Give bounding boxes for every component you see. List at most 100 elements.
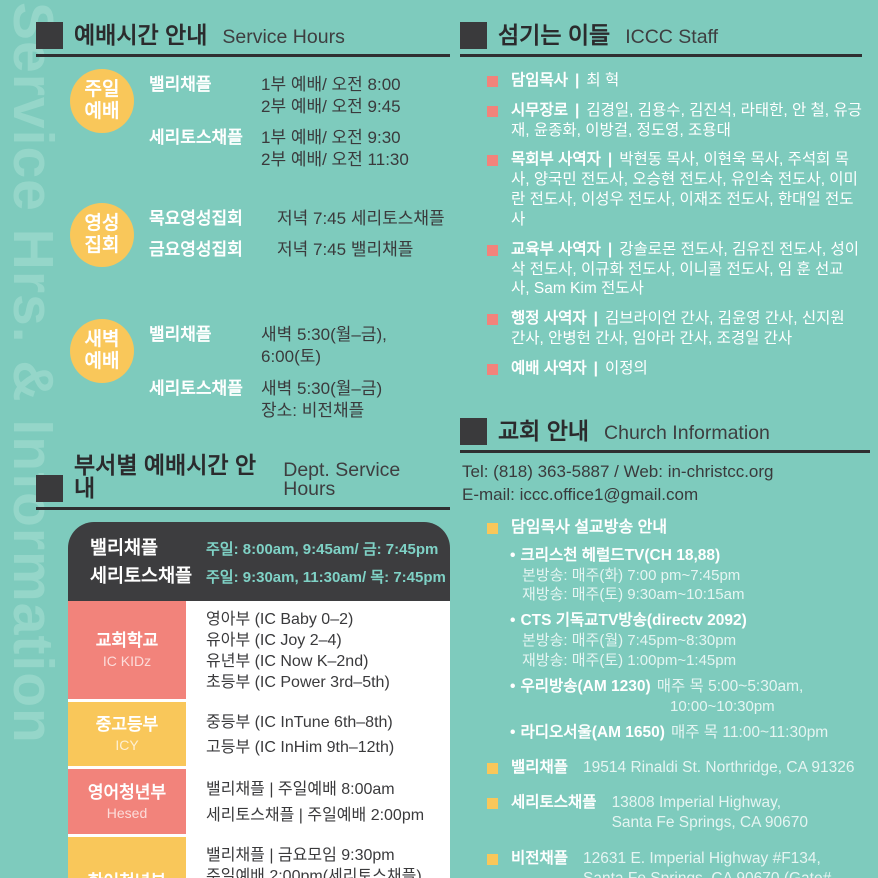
dept-line: 밸리채플 | 금요모임 9:30pm [206,847,395,865]
dept-name-ko: 교회학교 [95,630,159,650]
staff-item: 예배 사역자 | 이정의 [487,359,862,379]
church-info-header: 교회 안내 Church Information [460,418,870,453]
dot-bullet-icon [510,723,515,743]
bullet-square-icon [487,76,498,87]
staff-names: 김경일, 김용수, 김진석, 라태한, 안 철, 유긍재, 윤종화, 이방걸, … [511,101,862,139]
broadcast-item: 라디오서울(AM 1650) 매주 목 11:00~11:30pm [510,723,870,743]
chapel-address: 13808 Imperial Highway, Santa Fe Springs… [612,793,808,833]
badge-line2: 예배 [84,351,120,373]
dept-detail-cell: 밸리채플 | 주일예배 8:00am 세리토스채플 | 주일예배 2:00pm [186,769,450,837]
dept-line: 세리토스채플 | 주일예배 2:00pm [206,807,425,825]
chapel-name: 밸리채플 [90,536,159,558]
service-times: 저녁 7:45 세리토스채플 [277,208,445,230]
bullet-square-icon [487,155,498,167]
service-time-line: 새벽 5:30(월–금) [261,378,383,398]
dept-hours-table: 밸리채플 주일: 8:00am, 9:45am/ 금: 7:45pm 세리토스채… [68,521,450,878]
broadcast-title-row: 담임목사 설교방송 안내 [487,518,870,539]
dot-bullet-icon [510,611,515,631]
chapel-name: 밸리채플 [149,75,212,94]
chapel-name: 비전채플 [511,849,569,867]
service-time-line: 1부 예배/ 오전 9:30 [261,128,401,148]
service-times: 1부 예배/ 오전 9:30 2부 예배/ 오전 11:30 [261,127,409,171]
tel-web-line: Tel: (818) 363-5887 / Web: in-christcc.o… [462,462,774,481]
sunday-service-row: 주일 예배 밸리채플 1부 예배/ 오전 8:00 2부 예배/ 오전 9:45… [70,69,450,171]
staff-header: 섬기는 이들 ICCC Staff [460,22,862,57]
staff-item: 시무장로 | 김경일, 김용수, 김진석, 라태한, 안 철, 유긍재, 윤종화, … [487,101,862,141]
pipe-separator: | [593,310,598,328]
dept-detail-cell: 중등부 (IC InTune 6th–8th) 고등부 (IC InHim 9t… [186,702,450,770]
bullet-square-icon [487,798,498,810]
broadcast-name: 라디오서울(AM 1650) [520,724,665,742]
revival-meeting-row: 영성 집회 목요영성집회 저녁 7:45 세리토스채플 금요영성집회 저녁 7:… [70,203,450,268]
church-info-section: 교회 안내 Church Information Tel: (818) 363-… [460,418,870,878]
table-header-row: 밸리채플 주일: 8:00am, 9:45am/ 금: 7:45pm [90,534,440,563]
pipe-separator: | [607,151,613,169]
broadcast-title: 담임목사 설교방송 안내 [511,518,668,536]
pipe-separator: | [575,72,580,89]
broadcast-schedule-line: 본방송: 매주(월) 7:45pm~8:30pm [522,632,737,650]
service-entry: 밸리채플 1부 예배/ 오전 8:00 2부 예배/ 오전 9:45 [149,74,409,118]
dot-bullet-icon [510,677,515,697]
chapel-name: 세리토스채플 [149,128,243,148]
broadcast-schedule-line: 재방송: 매주(토) 9:30am~10:15am [522,586,745,603]
dept-line: 영아부 (IC Baby 0–2) [206,611,354,629]
service-entry: 밸리채플 새벽 5:30(월–금), 6:00(토) [149,324,450,368]
dept-name-en: Hesed [106,804,148,821]
badge-line1: 주일 [84,78,120,100]
dept-hours-title-en: Dept. Service Hours [283,458,401,501]
staff-names: 박현동 목사, 이현욱 목사, 주석희 목사, 양국민 전도사, 오승현 전도사… [511,151,858,228]
service-times: 저녁 7:45 밸리채플 [277,239,413,261]
address-line: Santa Fe Springs, CA 90670 (Gate# 1263) [583,869,870,878]
section-marker-square-icon [36,22,63,49]
dawn-service-row: 새벽 예배 밸리채플 새벽 5:30(월–금), 6:00(토) 세리토스채플 … [70,319,450,421]
revival-meeting-entries: 목요영성집회 저녁 7:45 세리토스채플 금요영성집회 저녁 7:45 밸리채… [149,203,445,267]
pipe-separator: | [575,101,580,119]
chapel-name: 세리토스채플 [511,794,597,812]
broadcast-name: 크리스천 헤럴드TV(CH 18,88) [520,546,721,564]
email-line: E-mail: iccc.office1@gmail.com [462,484,699,504]
staff-item: 목회부 사역자 | 박현동 목사, 이현욱 목사, 주석희 목사, 양국민 전도사,… [487,150,862,229]
staff-role: 예배 사역자 [511,359,587,377]
church-info-title-en: Church Information [604,421,770,444]
pipe-separator: | [593,359,598,377]
service-times: 1부 예배/ 오전 8:00 2부 예배/ 오전 9:45 [261,74,401,118]
chapel-name: 밸리채플 [149,325,212,345]
dot-bullet-icon [510,546,515,566]
location-item: 세리토스채플 13808 Imperial Highway, Santa Fe … [487,793,870,833]
chapel-name: 세리토스채플 [149,378,243,398]
sunday-service-entries: 밸리채플 1부 예배/ 오전 8:00 2부 예배/ 오전 9:45 세리토스채… [149,69,409,171]
broadcast-item: 크리스천 헤럴드TV(CH 18,88) 본방송: 매주(화) 7:00 pm~… [510,546,870,605]
dept-label-cell: 한어청년부 Coram Deo [68,837,186,878]
section-marker-square-icon [460,418,487,445]
dept-label-cell: 교회학교 IC KIDz [68,601,186,702]
dept-label-cell: 중고등부 ICY [68,701,186,770]
bullet-square-icon [487,314,498,326]
staff-item: 행정 사역자 | 김브라이언 간사, 김윤영 간사, 신지원 간사, 안병헌 간사,… [487,309,862,349]
service-hours-title-en: Service Hours [222,25,345,48]
dept-label-cell: 영어청년부 Hesed [68,769,186,838]
badge-line1: 영성 [84,212,120,234]
table-row: 한어청년부 Coram Deo 밸리채플 | 금요모임 9:30pm 주일예배 … [68,837,450,878]
broadcast-name: 우리방송(AM 1230) [520,677,651,695]
broadcast-schedule-inline: 매주 목 5:00~5:30am, [656,677,804,695]
dept-hours-title-ko: 부서별 예배시간 안내 [74,451,257,501]
dept-name-ko: 영어청년부 [87,782,167,802]
badge-line2: 집회 [84,235,120,257]
chapel-name: 세리토스채플 [90,565,193,587]
meeting-name: 금요영성집회 [149,240,243,260]
chapel-name: 밸리채플 [511,759,569,777]
dept-name-ko: 중고등부 [95,714,159,734]
location-item: 밸리채플 19514 Rinaldi St. Northridge, CA 91… [487,758,870,778]
left-column: 예배시간 안내 Service Hours 주일 예배 밸리채플 1부 예배/ … [36,22,450,878]
service-time-line: 2부 예배/ 오전 9:45 [261,97,401,117]
bullet-square-icon [487,105,498,117]
service-entry: 세리토스채플 1부 예배/ 오전 9:30 2부 예배/ 오전 11:30 [149,127,409,171]
badge-line2: 예배 [84,101,120,122]
sunday-service-badge: 주일 예배 [70,69,134,133]
table-row: 교회학교 IC KIDz 영아부 (IC Baby 0–2) 유아부 (IC J… [68,601,450,702]
service-times: 새벽 5:30(월–금) 장소: 비전채플 [261,378,382,422]
dept-name-ko: 한어청년부 [88,872,166,878]
service-time-line: 새벽 5:30(월–금), 6:00(토) [261,325,387,367]
staff-role: 교육부 사역자 [511,240,601,258]
